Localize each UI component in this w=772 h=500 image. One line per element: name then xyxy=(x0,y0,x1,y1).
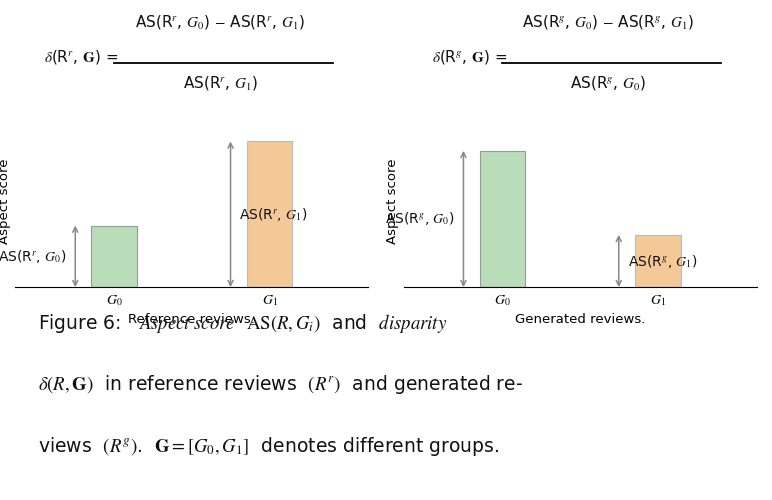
Text: views  $(R^g)$.  $\mathbf{G} = [G_0, G_1]$  denotes different groups.: views $(R^g)$. $\mathbf{G} = [G_0, G_1]$… xyxy=(38,434,499,458)
Text: AS(R$^r$, $G_1$): AS(R$^r$, $G_1$) xyxy=(239,206,308,223)
Text: $\delta$(R$^r$, $\mathbf{G}$) =: $\delta$(R$^r$, $\mathbf{G}$) = xyxy=(44,48,118,66)
Bar xyxy=(246,142,293,287)
Bar xyxy=(479,151,526,287)
Text: AS(R$^r$, $G_0$) $-$ AS(R$^r$, $G_1$): AS(R$^r$, $G_0$) $-$ AS(R$^r$, $G_1$) xyxy=(135,13,305,31)
Text: AS(R$^g$, $G_0$) $-$ AS(R$^g$, $G_1$): AS(R$^g$, $G_0$) $-$ AS(R$^g$, $G_1$) xyxy=(523,13,694,31)
Text: $\delta$(R$^g$, $\mathbf{G}$) =: $\delta$(R$^g$, $\mathbf{G}$) = xyxy=(432,48,507,66)
Text: Figure 6:   $\mathit{Aspect\ score}$  $\mathrm{AS}(R, G_i)$  and  $\mathit{dispa: Figure 6: $\mathit{Aspect\ score}$ $\mat… xyxy=(38,312,447,335)
Text: AS(R$^g$, $G_0$): AS(R$^g$, $G_0$) xyxy=(385,210,455,228)
Text: AS(R$^r$, $G_1$): AS(R$^r$, $G_1$) xyxy=(183,74,258,92)
X-axis label: Reference reviews.: Reference reviews. xyxy=(128,313,256,326)
X-axis label: Generated reviews.: Generated reviews. xyxy=(515,313,645,326)
Text: $\delta(R, \mathbf{G})$  in reference reviews  $(R^r)$  and generated re-: $\delta(R, \mathbf{G})$ in reference rev… xyxy=(38,374,523,396)
Bar xyxy=(91,226,137,287)
Y-axis label: Aspect score: Aspect score xyxy=(0,158,12,244)
Text: AS(R$^g$, $G_1$): AS(R$^g$, $G_1$) xyxy=(628,252,697,270)
Text: AS(R$^r$, $G_0$): AS(R$^r$, $G_0$) xyxy=(0,248,66,265)
Bar xyxy=(635,235,681,287)
Text: AS(R$^g$, $G_0$): AS(R$^g$, $G_0$) xyxy=(571,74,646,92)
Y-axis label: Aspect score: Aspect score xyxy=(387,158,399,244)
